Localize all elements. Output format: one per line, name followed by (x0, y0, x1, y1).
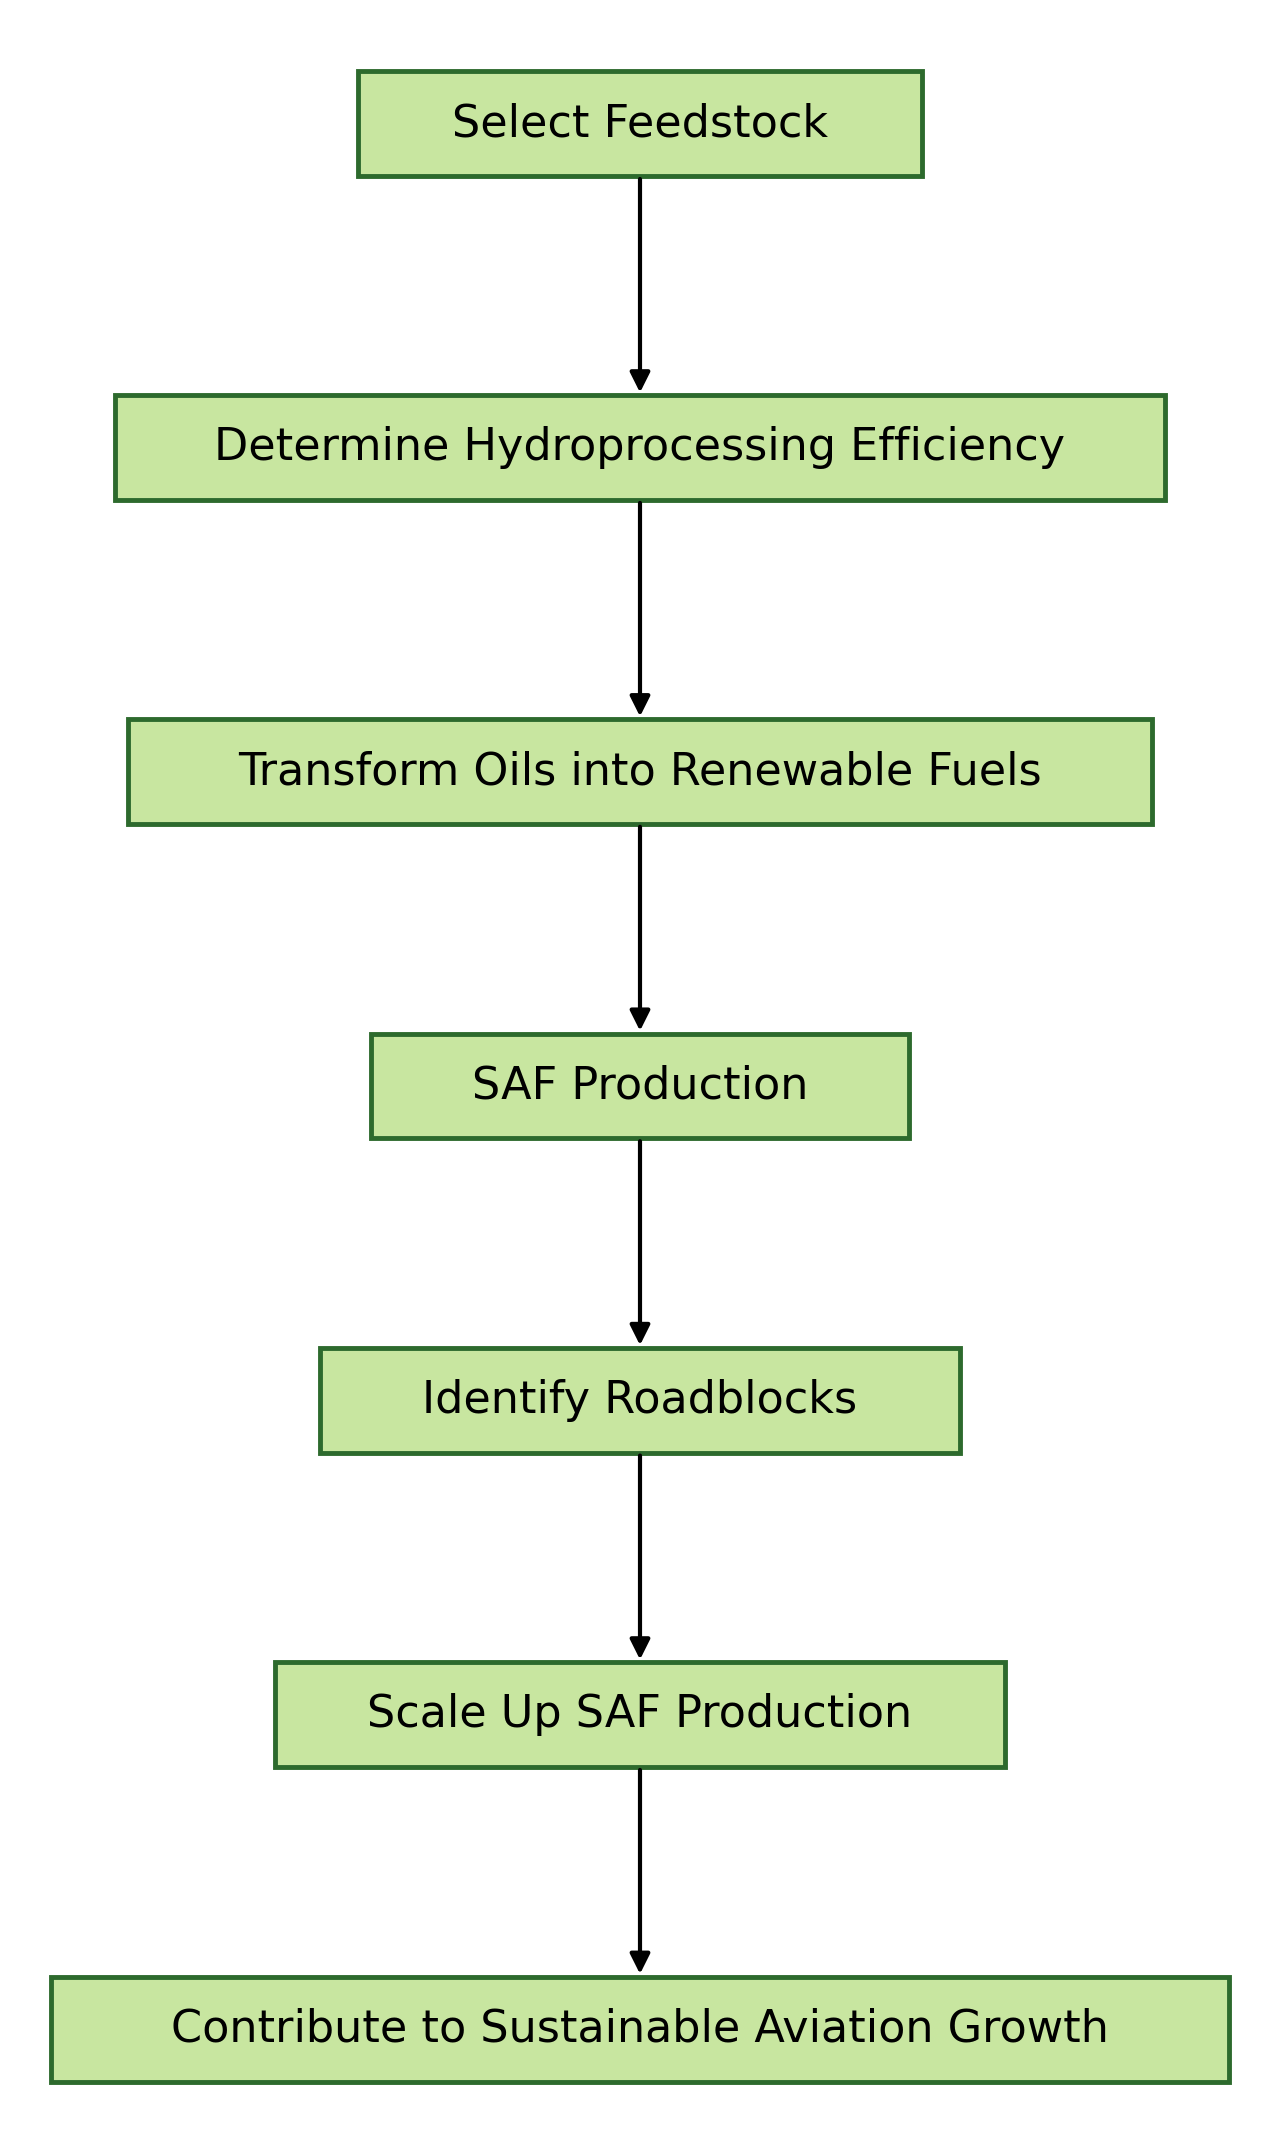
Text: SAF Production: SAF Production (472, 1064, 808, 1107)
Text: Transform Oils into Renewable Fuels: Transform Oils into Renewable Fuels (238, 749, 1042, 792)
FancyBboxPatch shape (51, 1976, 1229, 2082)
FancyBboxPatch shape (371, 1033, 909, 1139)
Text: Determine Hydroprocessing Efficiency: Determine Hydroprocessing Efficiency (215, 426, 1065, 469)
FancyBboxPatch shape (320, 1348, 960, 1453)
Text: Scale Up SAF Production: Scale Up SAF Production (367, 1692, 913, 1735)
Text: Contribute to Sustainable Aviation Growth: Contribute to Sustainable Aviation Growt… (172, 2007, 1108, 2050)
Text: Select Feedstock: Select Feedstock (452, 103, 828, 146)
FancyBboxPatch shape (128, 719, 1152, 825)
FancyBboxPatch shape (275, 1662, 1005, 1768)
FancyBboxPatch shape (358, 71, 922, 177)
Text: Identify Roadblocks: Identify Roadblocks (422, 1378, 858, 1421)
FancyBboxPatch shape (115, 396, 1165, 499)
